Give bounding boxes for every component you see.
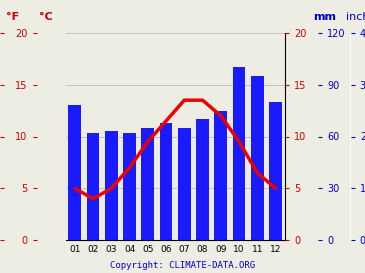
Bar (251, 76, 264, 240)
Text: °F: °F (6, 12, 19, 22)
Bar (160, 123, 173, 240)
Bar (178, 128, 191, 240)
Bar (215, 111, 227, 240)
Bar (123, 133, 136, 240)
Bar (142, 128, 154, 240)
Bar (69, 105, 81, 240)
Bar (105, 131, 118, 240)
Text: °C: °C (39, 12, 53, 22)
Text: Copyright: CLIMATE-DATA.ORG: Copyright: CLIMATE-DATA.ORG (110, 261, 255, 270)
Bar (87, 133, 99, 240)
Text: mm: mm (313, 12, 337, 22)
Bar (269, 102, 282, 240)
Text: inch: inch (346, 12, 365, 22)
Bar (196, 119, 209, 240)
Bar (233, 67, 245, 240)
